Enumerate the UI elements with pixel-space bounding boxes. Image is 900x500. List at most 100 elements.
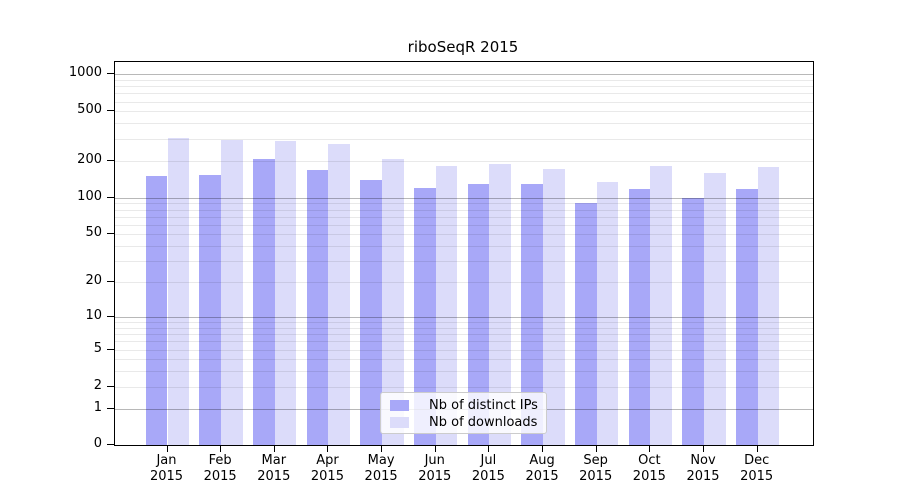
bar-nb-of-distinct-ips-mar xyxy=(253,158,275,445)
bar-nb-of-distinct-ips-aug xyxy=(521,184,544,445)
gridline-minor-7 xyxy=(115,334,813,336)
y-tick-10 xyxy=(107,315,114,317)
gridline-minor-80 xyxy=(115,209,813,211)
x-tick-label-may: May 2015 xyxy=(364,453,398,484)
y-tick-2 xyxy=(107,385,114,387)
bar-nb-of-distinct-ips-nov xyxy=(682,197,704,445)
gridline-minor-700 xyxy=(115,93,813,95)
gridline-minor-600 xyxy=(115,101,813,103)
gridline-minor-200 xyxy=(115,160,813,162)
bar-nb-of-downloads-jan xyxy=(167,138,190,445)
gridline-minor-400 xyxy=(115,123,813,125)
y-tick-label-1000: 1000 xyxy=(68,65,102,81)
y-tick-200 xyxy=(107,159,114,161)
bar-nb-of-distinct-ips-feb xyxy=(199,175,222,445)
y-tick-label-20: 20 xyxy=(85,273,102,289)
bar-nb-of-downloads-aug xyxy=(543,169,565,445)
x-tick-label-sep: Sep 2015 xyxy=(579,453,613,484)
x-tick-label-nov: Nov 2015 xyxy=(686,453,720,484)
gridline-minor-5 xyxy=(115,349,813,351)
y-tick-label-1: 1 xyxy=(93,399,102,415)
bar-nb-of-distinct-ips-jan xyxy=(145,176,168,445)
bar-nb-of-downloads-feb xyxy=(221,139,243,445)
chart-title: riboSeqR 2015 xyxy=(407,38,519,56)
bar-nb-of-downloads-may xyxy=(382,158,404,445)
x-tick-label-jan: Jan 2015 xyxy=(149,453,184,484)
gridline-minor-30 xyxy=(115,261,813,263)
legend-entry-nb-of-downloads: Nb of downloads xyxy=(390,414,546,431)
gridline-minor-500 xyxy=(115,111,813,113)
y-tick-50 xyxy=(107,233,114,235)
x-tick-jul xyxy=(488,445,490,452)
plot-area xyxy=(114,61,814,446)
y-tick-label-500: 500 xyxy=(77,102,102,118)
gridline-minor-60 xyxy=(115,224,813,226)
gridline-minor-9 xyxy=(115,322,813,324)
bar-nb-of-distinct-ips-sep xyxy=(575,203,597,445)
gridline-minor-70 xyxy=(115,216,813,218)
y-tick-label-50: 50 xyxy=(85,225,102,241)
x-tick-label-oct: Oct 2015 xyxy=(632,453,666,484)
bar-nb-of-distinct-ips-jun xyxy=(414,187,436,445)
y-tick-100 xyxy=(107,196,114,198)
gridline-minor-900 xyxy=(115,79,813,81)
legend-swatch-nb-of-downloads xyxy=(390,417,409,428)
x-tick-label-mar: Mar 2015 xyxy=(257,453,291,484)
bar-nb-of-distinct-ips-may xyxy=(360,179,383,445)
x-tick-feb xyxy=(220,445,222,452)
y-tick-label-10: 10 xyxy=(85,307,102,323)
bar-nb-of-distinct-ips-dec xyxy=(735,188,758,445)
x-tick-jan xyxy=(166,445,168,452)
x-tick-label-feb: Feb 2015 xyxy=(203,453,237,484)
bar-nb-of-distinct-ips-apr xyxy=(306,169,329,445)
gridline-minor-800 xyxy=(115,86,813,88)
gridline-minor-4 xyxy=(115,359,813,361)
gridline-minor-40 xyxy=(115,246,813,248)
y-tick-500 xyxy=(107,110,114,112)
legend-entry-nb-of-distinct-ips: Nb of distinct IPs xyxy=(390,397,546,414)
bar-nb-of-downloads-apr xyxy=(328,143,351,445)
y-tick-label-0: 0 xyxy=(93,436,102,451)
gridline-major-100 xyxy=(115,197,813,199)
y-tick-5 xyxy=(107,348,114,350)
x-tick-label-aug: Aug 2015 xyxy=(525,453,559,484)
y-tick-label-2: 2 xyxy=(93,377,102,393)
y-tick-1000 xyxy=(107,73,114,75)
legend-label-nb-of-distinct-ips: Nb of distinct IPs xyxy=(429,398,538,413)
y-tick-label-5: 5 xyxy=(93,340,102,356)
legend-swatch-nb-of-distinct-ips xyxy=(390,400,409,411)
gridline-minor-90 xyxy=(115,203,813,205)
x-tick-jun xyxy=(434,445,436,452)
x-tick-mar xyxy=(273,445,275,452)
bar-nb-of-distinct-ips-oct xyxy=(628,189,651,445)
x-tick-sep xyxy=(595,445,597,452)
x-tick-may xyxy=(381,445,383,452)
gridline-minor-8 xyxy=(115,327,813,329)
gridline-minor-50 xyxy=(115,234,813,236)
bar-nb-of-downloads-jul xyxy=(489,164,512,445)
y-tick-20 xyxy=(107,281,114,283)
gridline-minor-3 xyxy=(115,371,813,373)
x-tick-oct xyxy=(649,445,651,452)
x-tick-label-jun: Jun 2015 xyxy=(418,453,452,484)
bar-nb-of-downloads-jun xyxy=(435,165,458,445)
gridline-minor-300 xyxy=(115,138,813,140)
y-tick-1 xyxy=(107,407,114,409)
y-tick-0 xyxy=(107,444,114,445)
bar-nb-of-downloads-nov xyxy=(704,173,726,445)
y-tick-label-200: 200 xyxy=(77,151,102,167)
bar-nb-of-downloads-dec xyxy=(757,167,780,445)
bar-nb-of-downloads-oct xyxy=(650,165,673,445)
legend-label-nb-of-downloads: Nb of downloads xyxy=(429,415,538,430)
x-tick-apr xyxy=(327,445,329,452)
x-tick-nov xyxy=(703,445,704,452)
x-tick-label-dec: Dec 2015 xyxy=(740,453,774,484)
gridline-minor-2 xyxy=(115,386,813,388)
gridline-major-10 xyxy=(115,316,813,318)
gridline-minor-6 xyxy=(115,341,813,343)
y-tick-label-100: 100 xyxy=(77,188,102,204)
x-tick-label-jul: Jul 2015 xyxy=(471,453,505,484)
gridline-minor-20 xyxy=(115,282,813,284)
bar-nb-of-distinct-ips-jul xyxy=(467,183,490,445)
